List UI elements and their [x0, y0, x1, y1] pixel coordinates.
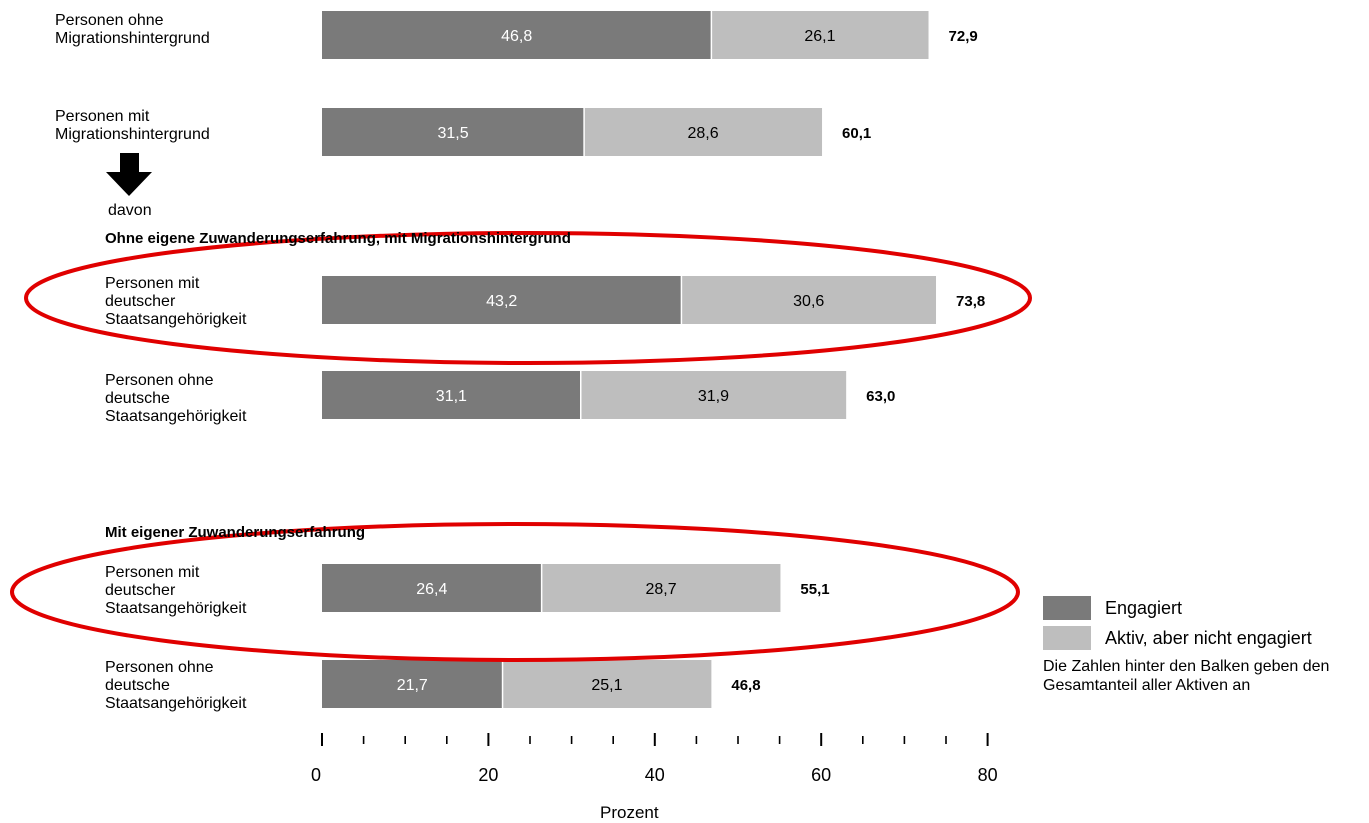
x-tick-label-0: 0: [311, 765, 321, 785]
bar-value-label-1-1: 28,6: [687, 125, 718, 142]
legend-label-engagiert: Engagiert: [1105, 597, 1183, 618]
total-label-1: 60,1: [842, 125, 871, 142]
category-label-5: Personen ohne deutsche Staatsangehörigke…: [105, 659, 247, 712]
down-arrow-icon: [106, 153, 152, 196]
legend-item-engagiert: Engagiert: [1043, 596, 1182, 620]
bar-value-label-0-2: 43,2: [486, 293, 517, 310]
highlight-ellipse-without-own-migration: [24, 231, 1032, 365]
bar-aktiv-0: [711, 11, 929, 59]
bar-engagiert-4: [322, 564, 542, 612]
legend-note: Die Zahlen hinter den Balken geben den G…: [1043, 658, 1330, 694]
section-title-with-own-migration: Mit eigener Zuwanderungserfahrung: [105, 524, 366, 541]
x-tick-label-40: 40: [645, 765, 665, 785]
bar-value-label-0-4: 26,4: [416, 581, 447, 598]
total-label-5: 46,8: [731, 677, 760, 694]
category-label-0: Personen ohne Migrationshintergrund: [55, 12, 210, 47]
bar-value-label-1-0: 26,1: [804, 28, 835, 45]
bar-engagiert-0: [322, 11, 712, 59]
bar-aktiv-5: [502, 660, 712, 708]
bar-aktiv-2: [681, 276, 937, 324]
bar-value-label-0-5: 21,7: [397, 677, 428, 694]
category-label-3: Personen ohne deutsche Staatsangehörigke…: [105, 372, 247, 425]
davon-label: davon: [108, 202, 152, 219]
legend-item-aktiv: Aktiv, aber nicht engagiert: [1043, 626, 1312, 650]
bar-value-label-1-3: 31,9: [698, 388, 729, 405]
bar-aktiv-4: [541, 564, 781, 612]
x-tick-label-80: 80: [978, 765, 998, 785]
category-label-1: Personen mit Migrationshintergrund: [55, 108, 210, 143]
category-label-2: Personen mit deutscher Staatsangehörigke…: [105, 275, 247, 328]
legend-swatch-engagiert: [1043, 596, 1091, 620]
total-label-3: 63,0: [866, 388, 895, 405]
bar-aktiv-3: [580, 371, 847, 419]
bar-engagiert-5: [322, 660, 503, 708]
legend-label-aktiv: Aktiv, aber nicht engagiert: [1105, 627, 1312, 648]
bar-engagiert-2: [322, 276, 682, 324]
x-axis-title: Prozent: [600, 803, 659, 822]
bar-value-label-0-3: 31,1: [436, 388, 467, 405]
bar-value-label-0-1: 31,5: [437, 125, 468, 142]
highlight-ellipse-with-own-migration: [10, 522, 1020, 662]
bar-engagiert-1: [322, 108, 585, 156]
section-title-without-own-migration: Ohne eigene Zuwanderungserfahrung, mit M…: [105, 230, 571, 247]
bar-value-label-1-4: 28,7: [645, 581, 676, 598]
bar-engagiert-3: [322, 371, 581, 419]
category-label-4: Personen mit deutscher Staatsangehörigke…: [105, 564, 247, 617]
total-label-0: 72,9: [949, 28, 978, 45]
bar-value-label-1-5: 25,1: [591, 677, 622, 694]
x-tick-label-20: 20: [478, 765, 498, 785]
bar-value-label-0-0: 46,8: [501, 28, 532, 45]
total-label-2: 73,8: [956, 293, 985, 310]
legend-swatch-aktiv: [1043, 626, 1091, 650]
bar-value-label-1-2: 30,6: [793, 293, 824, 310]
x-tick-label-60: 60: [811, 765, 831, 785]
bar-aktiv-1: [584, 108, 823, 156]
total-label-4: 55,1: [800, 581, 829, 598]
